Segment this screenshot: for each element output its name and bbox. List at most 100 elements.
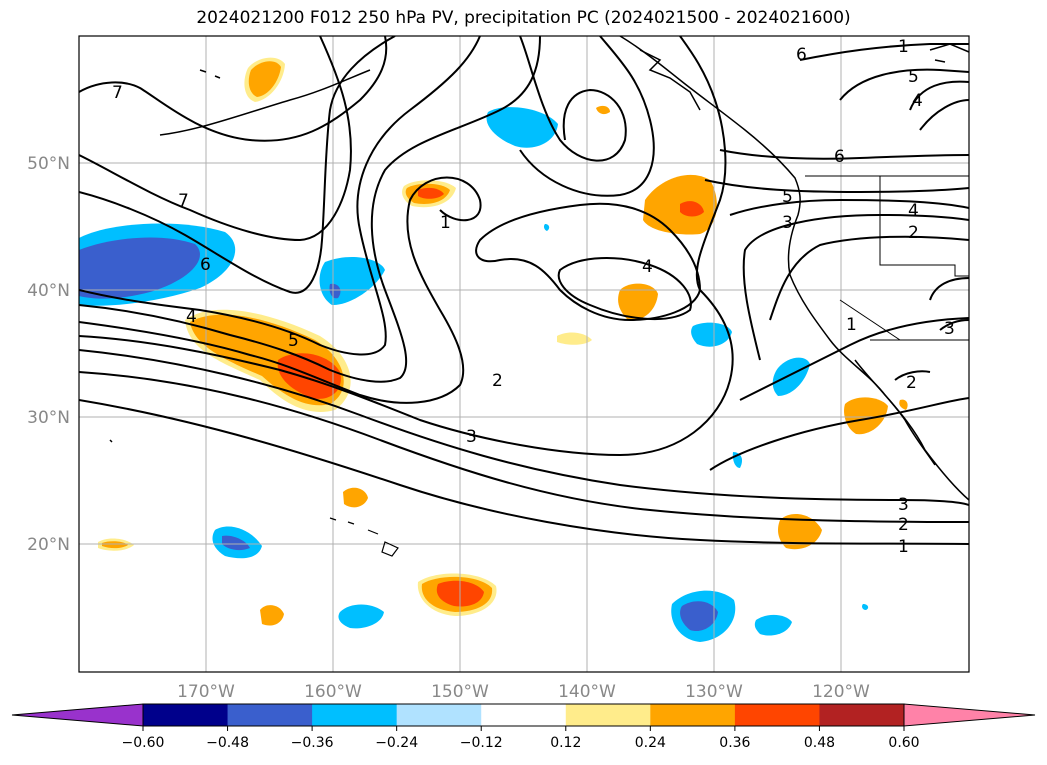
contour-line <box>729 198 969 216</box>
contour-line <box>839 68 969 101</box>
map-plot-area <box>79 36 969 672</box>
lon-label: 130°W <box>685 682 743 702</box>
precip-blob <box>596 105 610 115</box>
colorbar-tick-label: 0.24 <box>635 735 666 751</box>
lon-label: 120°W <box>812 682 870 702</box>
precip-blob <box>260 605 284 626</box>
contour-line <box>79 36 396 294</box>
plot-frame <box>78 35 970 673</box>
lat-label: 50°N <box>27 154 70 174</box>
contour-line <box>79 371 969 523</box>
baja-coast <box>854 359 936 466</box>
colorbar-bin <box>650 704 736 726</box>
colorbar-tick-label: 0.60 <box>888 735 919 751</box>
precip-blob <box>680 201 704 217</box>
contour-line <box>704 179 969 194</box>
precip-negative-anomalies <box>79 107 869 642</box>
colorbar-bin <box>227 704 313 726</box>
precip-blob <box>862 604 869 610</box>
precip-blob <box>557 332 592 345</box>
contour-line <box>939 319 969 331</box>
contour-line <box>79 36 481 356</box>
precip-blob <box>319 256 385 306</box>
state-line <box>879 176 969 277</box>
colorbar: −0.60 −0.48 −0.36 −0.24 −0.12 0.12 0.24 0.36 0.4… <box>11 703 1036 751</box>
contour-line <box>557 257 692 320</box>
colorbar-tick-label: −0.36 <box>291 735 334 751</box>
contour-line <box>79 349 969 506</box>
colorbar-tick-label: 0.12 <box>550 735 581 751</box>
precip-blob <box>618 283 658 321</box>
alaska-coast <box>159 69 371 136</box>
precip-blob <box>486 107 558 148</box>
precip-blob <box>643 174 717 235</box>
colorbar-bin <box>819 704 905 726</box>
contour-label: 5 <box>288 331 299 351</box>
contour-line <box>519 36 655 197</box>
precip-blob <box>772 357 810 396</box>
lat-label: 30°N <box>27 408 70 428</box>
lat-label: 40°N <box>27 281 70 301</box>
contour-label: 4 <box>642 257 653 277</box>
map-title: 2024021200 F012 250 hPa PV, precipitatio… <box>196 8 851 28</box>
precip-blob <box>329 283 341 299</box>
precip-blob <box>754 614 792 636</box>
contour-label: 2 <box>908 223 919 243</box>
coastlines <box>109 36 969 557</box>
contour-label: 1 <box>898 537 909 557</box>
contour-line <box>79 176 482 404</box>
contour-labels: 7 7 6 5 4 3 2 1 4 2 3 1 6 6 5 4 4 2 3 5 … <box>112 37 955 557</box>
colorbar-bin <box>312 704 398 726</box>
contour-label: 4 <box>186 307 197 327</box>
precip-blob <box>222 535 250 551</box>
contour-label: 2 <box>492 371 503 391</box>
precip-blob <box>899 399 908 410</box>
contour-label: 2 <box>898 515 909 535</box>
north-america-coast <box>619 36 969 501</box>
colorbar-tick-label: 0.48 <box>804 735 835 751</box>
contour-line <box>894 370 931 381</box>
precip-blob <box>691 322 732 347</box>
contour-label: 6 <box>200 255 211 275</box>
colorbar-ticks: −0.60 −0.48 −0.36 −0.24 −0.12 0.12 0.24 0.36 0.4… <box>122 726 920 751</box>
contour-line <box>79 399 969 545</box>
colorbar-bin <box>481 704 567 726</box>
contour-label: 3 <box>466 427 477 447</box>
colorbar-tick-label: −0.60 <box>122 735 165 751</box>
small-islands <box>109 69 221 443</box>
precip-blob <box>680 601 718 632</box>
colorbar-under-triangle <box>12 704 143 726</box>
colorbar-bin <box>734 704 820 726</box>
contour-label: 7 <box>112 83 123 103</box>
contour-line <box>709 397 969 471</box>
contour-line <box>799 43 969 61</box>
contour-line <box>739 317 969 401</box>
colorbar-bin <box>396 704 482 726</box>
contour-label: 5 <box>782 187 793 207</box>
precip-blob <box>248 61 281 97</box>
colorbar-over-triangle <box>904 704 1035 726</box>
contour-label: 1 <box>898 37 909 57</box>
contour-line <box>79 36 352 242</box>
colorbar-bin <box>565 704 651 726</box>
precip-blob <box>277 353 341 399</box>
lon-label: 140°W <box>558 682 616 702</box>
contour-line <box>919 99 969 131</box>
contour-label: 3 <box>944 319 955 339</box>
contour-label: 3 <box>898 495 909 515</box>
contour-label: 7 <box>178 191 189 211</box>
contour-label: 5 <box>908 67 919 87</box>
contour-line <box>769 235 969 321</box>
longitude-labels: 170°W 160°W 150°W 140°W 130°W 120°W <box>177 682 870 702</box>
contour-line <box>79 36 734 457</box>
lat-label: 20°N <box>27 535 70 555</box>
precip-blob <box>343 487 368 508</box>
contour-line <box>79 36 388 142</box>
lon-label: 170°W <box>177 682 235 702</box>
colorbar-bins <box>143 704 905 726</box>
contour-label: 4 <box>908 201 919 221</box>
contour-label: 1 <box>846 315 857 335</box>
contour-line <box>519 36 627 162</box>
state-line <box>839 299 901 341</box>
